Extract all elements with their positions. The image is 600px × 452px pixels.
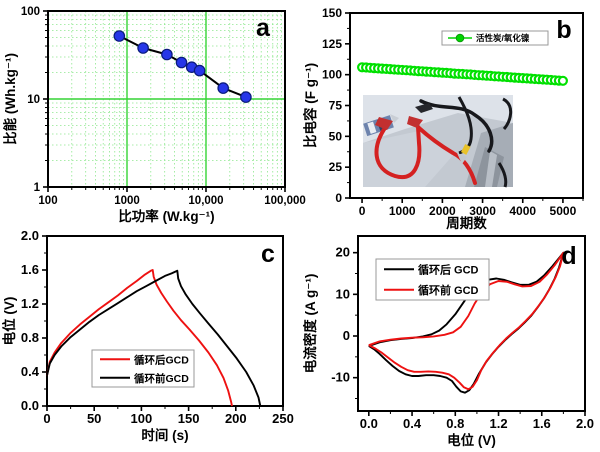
- cv-chart-svg: 0.0 0.4 0.8 1.2 1.6 2.0 -10 0 10 20 电位 (V) 电流密度 (A …: [302, 235, 594, 448]
- axes: 0 50 100 150 200 250 0.0 0.4 0.8 1.2 1.6 2.0: [21, 228, 294, 426]
- x-tick-label: 5000: [550, 204, 577, 218]
- legend-label: 活性炭/氧化镍: [476, 33, 530, 43]
- ragone-chart-svg: 100 1000 10,000 100,000 1 10 100 比功率 (W.kg⁻¹) 比能…: [2, 6, 306, 224]
- y-axis-label: 比能 (Wh.kg⁻¹): [2, 53, 18, 145]
- x-tick-label: 10,000: [188, 195, 223, 207]
- y-axis-label: 电位 (V): [1, 297, 17, 346]
- y-tick-label: 1.2: [21, 296, 39, 311]
- legend: 活性炭/氧化镍: [441, 30, 549, 46]
- y-tick-label: 150: [322, 6, 342, 20]
- x-tick-label: 200: [225, 411, 247, 426]
- y-tick-label: 0.0: [21, 398, 39, 413]
- x-axis-label: 周期数: [446, 215, 487, 231]
- x-tick-label: 150: [178, 411, 200, 426]
- series-group: [356, 62, 568, 86]
- axes: 0 1000 2000 3000 4000 5000 0 25 50 75 100 125 150: [322, 6, 584, 218]
- cycling-chart-svg: 0 1000 2000 3000 4000 5000 0 25 50 75 100 125 150 周期数…: [302, 6, 584, 231]
- plot-frame: [357, 235, 586, 412]
- x-tick-label: 0: [43, 411, 50, 426]
- y-tick-label: 10: [336, 286, 350, 301]
- y-tick-label: 100: [322, 68, 342, 82]
- y-tick-label: 25: [329, 160, 343, 174]
- y-tick-label: 100: [21, 6, 40, 18]
- legend-label: 循环前 GCD: [418, 283, 479, 297]
- yellow-band: [461, 144, 471, 155]
- grid: [48, 11, 285, 187]
- series-循环后GCD: [46, 269, 233, 407]
- x-axis-label: 时间 (s): [141, 427, 188, 443]
- y-tick-label: 0: [335, 191, 342, 205]
- x-tick-label: 1000: [389, 204, 416, 218]
- y-tick-label: 1: [34, 182, 41, 194]
- series-循环前 GCD: [368, 251, 565, 391]
- x-tick-label: 2000: [429, 204, 456, 218]
- red-alligator-clip: [375, 117, 393, 130]
- panel-b-cycling-stability: 0 1000 2000 3000 4000 5000 0 25 50 75 100 125 150 周期数…: [300, 0, 600, 231]
- x-tick-label: 3000: [469, 204, 496, 218]
- black-clip-lead: [419, 99, 494, 153]
- x-axis-label: 电位 (V): [447, 432, 496, 448]
- y-axis-label: 比电容 (F g⁻¹): [302, 63, 318, 148]
- axes: 0.0 0.4 0.8 1.2 1.6 2.0 -10 0 10 20: [331, 245, 594, 431]
- y-tick-label: 1.6: [21, 262, 39, 277]
- y-tick-label: 125: [322, 37, 342, 51]
- panel-letter: b: [556, 16, 571, 44]
- x-tick-label: 0: [359, 204, 366, 218]
- x-tick-label: 100: [131, 411, 153, 426]
- y-tick-label: 75: [329, 99, 343, 113]
- x-tick-label: 2.0: [576, 416, 594, 431]
- panel-c-gcd-curves: 0 50 100 150 200 250 0.0 0.4 0.8 1.2 1.6 2.0 时间 (s) 电…: [0, 226, 300, 452]
- x-tick-label: 1000: [114, 195, 140, 207]
- y-tick-label: 10: [27, 94, 40, 106]
- panel-d-cv-curves: 0.0 0.4 0.8 1.2 1.6 2.0 -10 0 10 20 电位 (V) 电流密度 (A …: [300, 226, 600, 452]
- y-tick-label: 0.8: [21, 330, 39, 345]
- series-group: [368, 251, 565, 394]
- legend: 循环后GCD 循环前GCD: [91, 349, 195, 388]
- y-tick-label: -10: [331, 370, 350, 385]
- y-tick-label: 50: [329, 129, 343, 143]
- panel-letter: c: [261, 240, 275, 268]
- legend-label: 循环后GCD: [134, 353, 189, 366]
- x-tick-label: 250: [272, 411, 294, 426]
- y-tick-label: 2.0: [21, 228, 39, 243]
- legend-label: 循环前GCD: [134, 372, 189, 385]
- x-tick-label: 1.6: [533, 416, 551, 431]
- x-tick-label: 4000: [509, 204, 536, 218]
- y-axis-label: 电流密度 (A g⁻¹): [302, 274, 318, 374]
- x-tick-label: 100: [38, 195, 57, 207]
- device-photo-inset: [363, 95, 513, 188]
- y-tick-label: 20: [336, 245, 350, 260]
- series-循环前GCD: [46, 269, 262, 407]
- x-tick-label: 1.2: [489, 416, 507, 431]
- series-group: [113, 30, 252, 103]
- x-tick-label: 50: [87, 411, 101, 426]
- panel-letter: a: [256, 14, 271, 42]
- y-tick-label: 0.4: [21, 364, 40, 379]
- axes: 100 1000 10,000 100,000 1 10 100: [21, 6, 306, 207]
- x-tick-label: 0.4: [403, 416, 422, 431]
- panel-letter: d: [561, 242, 576, 270]
- panel-a-ragone-plot: 100 1000 10,000 100,000 1 10 100 比功率 (W.kg⁻¹) 比能…: [0, 0, 306, 226]
- x-tick-label: 100,000: [264, 195, 306, 207]
- gcd-chart-svg: 0 50 100 150 200 250 0.0 0.4 0.8 1.2 1.6 2.0 时间 (s) 电…: [1, 228, 294, 443]
- legend: 循环后 GCD 循环前 GCD: [375, 258, 490, 301]
- red-clip-lead: [374, 123, 422, 180]
- x-tick-label: 0.0: [360, 416, 378, 431]
- legend-label: 循环后 GCD: [418, 262, 479, 276]
- y-tick-label: 0: [343, 328, 350, 343]
- x-axis-label: 比功率 (W.kg⁻¹): [118, 208, 214, 224]
- x-tick-label: 0.8: [446, 416, 464, 431]
- series-group: [46, 269, 262, 407]
